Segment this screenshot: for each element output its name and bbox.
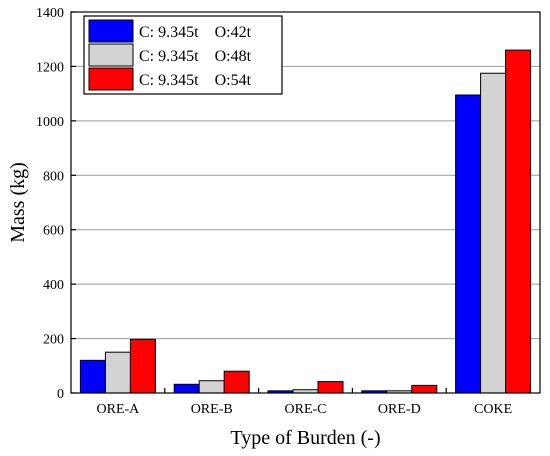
legend-swatch (88, 67, 134, 91)
legend-swatch (88, 19, 134, 43)
legend-swatch (88, 43, 134, 67)
bar-ore-c-series-3 (317, 381, 344, 394)
legend-label: C: 9.345t O:42t (139, 24, 252, 41)
bar-coke-series-2 (480, 72, 507, 394)
x-tick-label: COKE (474, 402, 512, 417)
x-tick-label: ORE-A (97, 402, 141, 417)
x-axis-title: Type of Burden (-) (230, 427, 380, 449)
bar-ore-b-series-3 (223, 370, 250, 394)
y-tick-label: 1200 (36, 60, 64, 75)
bar-ore-b-series-2 (198, 380, 225, 394)
bar-coke-series-3 (505, 49, 532, 394)
x-tick-label: ORE-D (378, 402, 421, 417)
y-tick-label: 1000 (36, 115, 64, 130)
y-tick-label: 1400 (36, 6, 64, 21)
y-tick-label: 0 (57, 387, 64, 402)
y-tick-label: 800 (43, 169, 64, 184)
legend-label: C: 9.345t O:54t (139, 72, 252, 89)
bar-ore-b-series-1 (173, 383, 200, 394)
x-tick-label: ORE-C (285, 402, 327, 417)
bars (79, 49, 532, 394)
y-tick-label: 600 (43, 224, 64, 239)
legend: C: 9.345t O:42t C: 9.345t O:48t C: 9.345t … (83, 15, 283, 95)
x-axis-ticks: ORE-A ORE-B ORE-C ORE-D COKE (97, 388, 512, 417)
y-axis-ticks: 0 200 400 600 800 1000 1200 1400 (36, 6, 76, 402)
bar-ore-a-series-2 (104, 351, 131, 394)
bar-ore-a-series-3 (129, 338, 156, 394)
bar-ore-d-series-3 (411, 384, 438, 394)
x-tick-label: ORE-B (191, 402, 233, 417)
y-tick-label: 400 (43, 278, 64, 293)
bar-coke-series-1 (455, 94, 482, 394)
legend-label: C: 9.345t O:48t (139, 48, 252, 65)
y-tick-label: 200 (43, 333, 64, 348)
bar-ore-a-series-1 (79, 359, 106, 394)
plot-frame (70, 11, 541, 394)
y-axis-title: Mass (kg) (7, 162, 29, 243)
